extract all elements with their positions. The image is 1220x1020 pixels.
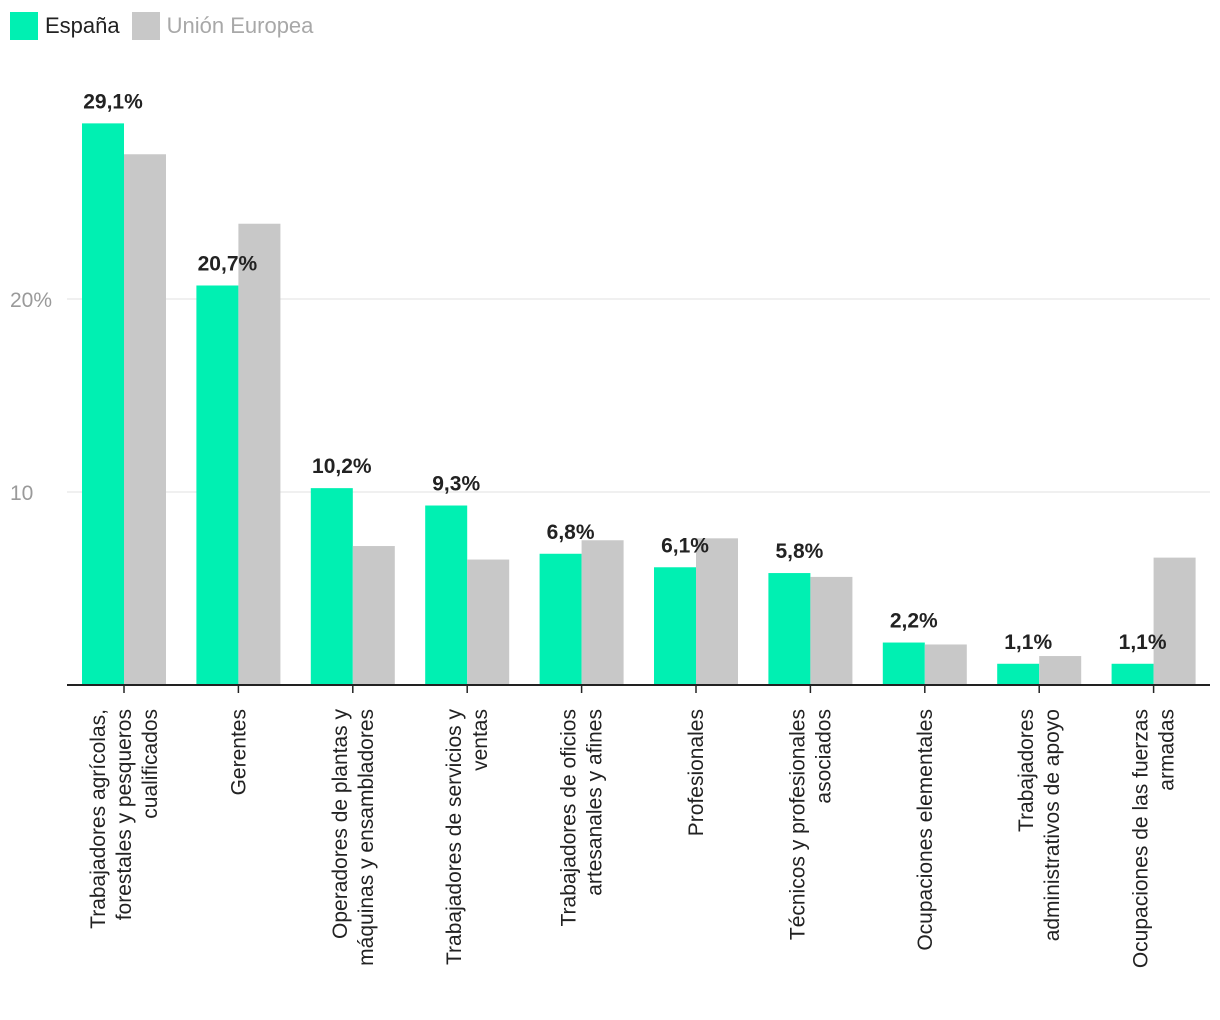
bar-union-europea — [124, 154, 166, 685]
x-category-label: Profesionales — [685, 709, 708, 836]
x-category-label: asociados — [812, 709, 835, 804]
bar-union-europea — [581, 540, 624, 685]
bar-espana — [425, 505, 468, 685]
y-tick-label: 20% — [10, 289, 52, 312]
bar-union-europea — [810, 576, 853, 685]
bar-espana — [310, 488, 353, 685]
data-label: 5,8% — [775, 540, 823, 563]
data-label: 2,2% — [890, 610, 938, 633]
bar-espana — [997, 663, 1040, 685]
x-category-label: artesanales y afines — [584, 709, 607, 896]
legend-item-union-europea: Unión Europea — [131, 12, 314, 40]
bar-espana — [1111, 663, 1154, 685]
x-category-label: Ocupaciones de las fuerzas — [1130, 709, 1153, 968]
bar-union-europea — [352, 546, 395, 685]
data-label: 9,3% — [432, 473, 480, 496]
legend-swatch-union-europea — [131, 12, 160, 40]
bar-union-europea — [1039, 656, 1082, 685]
legend-item-espana: España — [10, 12, 120, 40]
x-category-label: Trabajadores de servicios y — [443, 709, 466, 965]
chart-legend: España Unión Europea — [10, 10, 325, 42]
data-label: 1,1% — [1119, 631, 1167, 654]
bar-union-europea — [467, 559, 510, 685]
x-category-label: forestales y pesqueros — [113, 709, 136, 920]
x-category-label: Técnicos y profesionales — [786, 709, 809, 940]
bar-espana — [196, 285, 239, 685]
x-category-label: máquinas y ensambladores — [355, 709, 378, 966]
data-label: 6,1% — [661, 534, 709, 557]
x-category-label: Trabajadores de oficios — [558, 709, 581, 927]
bar-espana — [882, 642, 925, 685]
legend-label-union-europea: Unión Europea — [166, 13, 314, 38]
bar-union-europea — [696, 538, 738, 685]
bar-espana — [82, 123, 124, 686]
x-category-label: Ocupaciones elementales — [914, 709, 937, 951]
x-category-label: Operadores de plantas y — [329, 709, 352, 939]
x-category-label: administrativos de apoyo — [1041, 709, 1064, 941]
legend-swatch-espana — [10, 12, 38, 40]
x-category-label: armadas — [1156, 709, 1179, 791]
bar-union-europea — [238, 223, 281, 686]
x-category-label: Trabajadores agrícolas, — [87, 709, 110, 929]
data-label: 29,1% — [83, 90, 143, 113]
x-category-label: ventas — [469, 709, 492, 771]
data-label: 10,2% — [312, 455, 372, 478]
bar-espana — [768, 573, 811, 685]
bar-espana — [539, 553, 582, 685]
legend-label-espana: España — [45, 13, 120, 38]
x-category-label: Gerentes — [227, 709, 250, 795]
x-category-label: cualificados — [139, 709, 162, 819]
bar-espana — [654, 567, 696, 685]
bar-union-europea — [924, 644, 967, 685]
y-tick-label: 10 — [10, 482, 33, 505]
data-label: 1,1% — [1004, 631, 1052, 654]
data-label: 20,7% — [198, 252, 258, 275]
data-label: 6,8% — [547, 521, 595, 544]
bar-union-europea — [1153, 557, 1196, 685]
x-category-label: Trabajadores — [1015, 709, 1038, 832]
